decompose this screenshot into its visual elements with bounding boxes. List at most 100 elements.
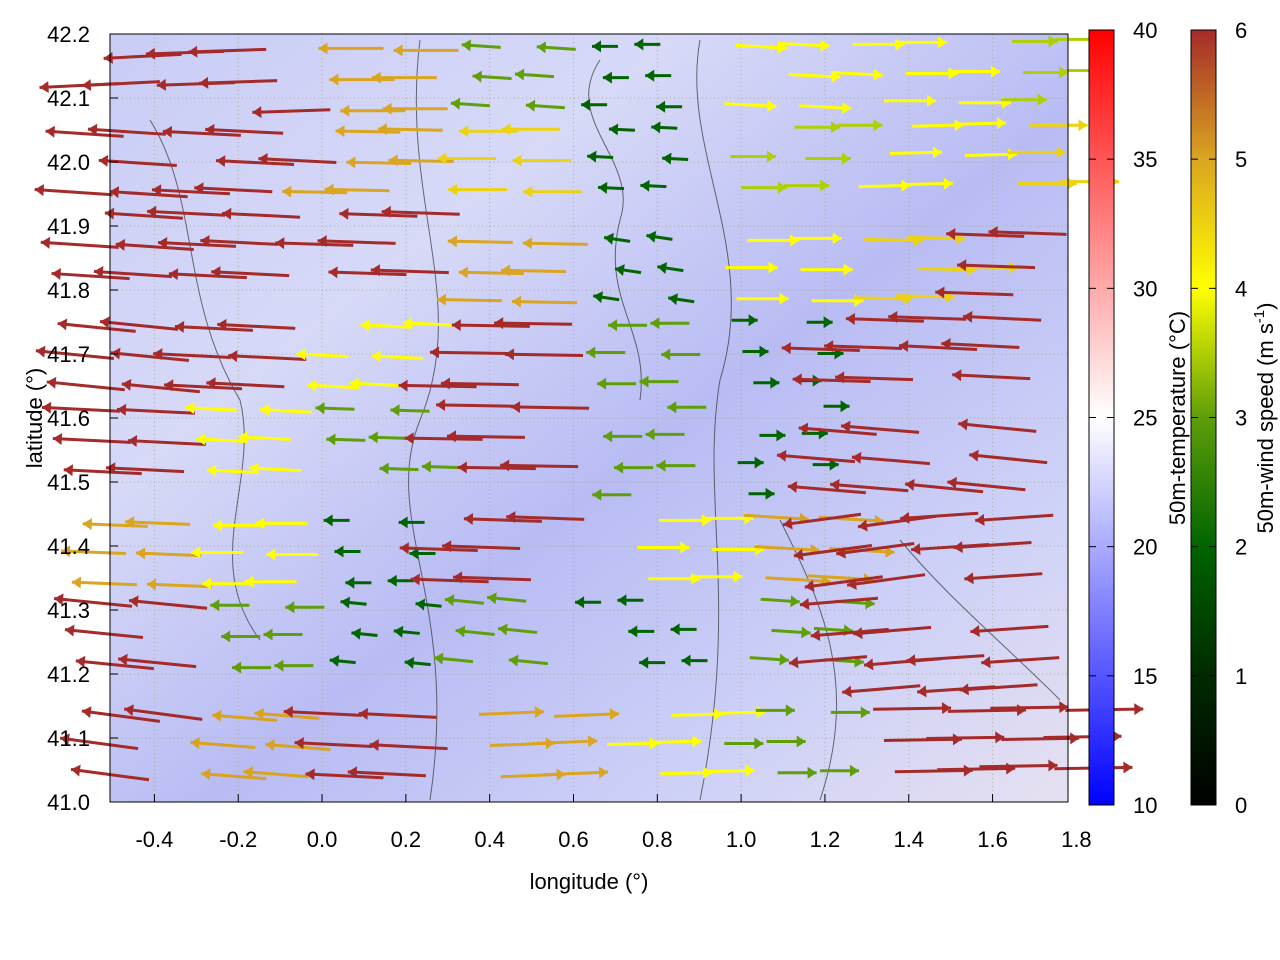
wind-vector-shaft bbox=[103, 52, 182, 60]
wind-vector-arrow bbox=[639, 375, 679, 388]
wind-vector-shaft bbox=[211, 713, 278, 722]
y-tick-label: 42.1 bbox=[47, 86, 90, 111]
wind-vector-arrow bbox=[196, 433, 249, 446]
wind-vector-arrow bbox=[128, 595, 208, 610]
wind-vector-head bbox=[1078, 119, 1088, 132]
wind-vector-arrow bbox=[260, 404, 313, 417]
wind-vector-arrow bbox=[990, 701, 1069, 714]
wind-vector-arrow bbox=[830, 68, 883, 81]
x-tick-label: 0.2 bbox=[391, 827, 422, 852]
wind-vectors bbox=[34, 33, 1144, 782]
wind-vector-shaft bbox=[754, 545, 820, 552]
wind-vector-head bbox=[913, 234, 924, 247]
wind-vector-arrow bbox=[1029, 119, 1088, 132]
wind-vector-head bbox=[843, 263, 853, 276]
wind-vector-head bbox=[779, 653, 789, 666]
wind-vector-arrow bbox=[864, 234, 924, 247]
wind-vector-head bbox=[885, 545, 895, 558]
wind-vector-arrow bbox=[957, 259, 1036, 272]
wind-label-main: 50m-wind speed (m s bbox=[1253, 323, 1278, 533]
wind-vector-arrow bbox=[53, 593, 133, 608]
wind-vector-shaft bbox=[358, 711, 437, 719]
wind-vector-arrow bbox=[511, 295, 577, 308]
wind-vector-arrow bbox=[433, 652, 474, 665]
wind-vector-head bbox=[326, 433, 336, 446]
wind-vector-arrow bbox=[900, 511, 979, 524]
wind-vector-arrow bbox=[805, 152, 851, 165]
wind-vector-head bbox=[124, 704, 134, 717]
wind-vector-arrow bbox=[753, 376, 780, 389]
wind-vector-head bbox=[790, 234, 800, 247]
wind-vector-head bbox=[147, 205, 157, 218]
wind-vector-arrow bbox=[1022, 66, 1069, 79]
wind-vector-shaft bbox=[283, 709, 362, 717]
wind-vector-head bbox=[328, 266, 338, 279]
wind-vector-head bbox=[831, 121, 841, 134]
wind-vector-arrow bbox=[307, 379, 360, 392]
wind-vector-head bbox=[586, 346, 596, 359]
wind-vector-head bbox=[597, 377, 607, 390]
wind-vector-arrow bbox=[602, 71, 629, 84]
wind-vector-shaft bbox=[979, 763, 1058, 769]
wind-vector-head bbox=[421, 460, 432, 473]
wind-colorbar-ticks: 0 1 2 3 4 5 6 bbox=[1191, 18, 1247, 818]
wind-vector-head bbox=[1112, 730, 1122, 743]
wind-vector-shaft bbox=[335, 129, 401, 134]
wind-vector-head bbox=[831, 70, 841, 83]
wind-vector-shaft bbox=[522, 241, 588, 246]
wind-vector-arrow bbox=[45, 125, 124, 138]
wind-vector-arrow bbox=[873, 702, 952, 715]
wind-vector-head bbox=[639, 656, 649, 669]
wind-vector-arrow bbox=[379, 462, 419, 475]
wind-vector-head bbox=[387, 574, 397, 587]
wind-vector-arrow bbox=[804, 575, 883, 592]
wind-vector-head bbox=[221, 630, 231, 643]
wind-vector-head bbox=[691, 572, 701, 585]
wind-vector-arrow bbox=[393, 625, 420, 638]
wind-vector-arrow bbox=[404, 656, 431, 669]
wind-vector-arrow bbox=[135, 547, 202, 560]
wind-label-end: ) bbox=[1253, 303, 1278, 310]
wind-vector-arrow bbox=[760, 595, 800, 608]
wind-vector-head bbox=[785, 704, 795, 717]
wind-vector-head bbox=[263, 628, 273, 641]
wind-vector-shaft bbox=[317, 239, 396, 245]
wind-vector-head bbox=[609, 708, 619, 721]
wind-vector-shaft bbox=[478, 710, 545, 716]
wind-vector-arrow bbox=[845, 312, 924, 325]
wind-vector-arrow bbox=[742, 345, 769, 358]
wind-vector-arrow bbox=[749, 653, 789, 666]
wind-vector-head bbox=[1048, 35, 1058, 48]
wind-vector-shaft bbox=[952, 373, 1031, 381]
wind-vector-shaft bbox=[127, 439, 206, 446]
wind-vector-arrow bbox=[830, 706, 870, 719]
wind-vector-shaft bbox=[506, 515, 585, 521]
wind-vector-shaft bbox=[35, 349, 115, 361]
wind-vector-arrow bbox=[410, 573, 489, 586]
wind-vector-shaft bbox=[128, 598, 208, 610]
wind-vector-arrow bbox=[724, 737, 764, 750]
wind-vector-shaft bbox=[804, 575, 883, 589]
wind-vector-arrow bbox=[894, 764, 973, 777]
wind-vector-arrow bbox=[522, 237, 588, 250]
wind-vector-head bbox=[93, 266, 104, 279]
wind-vector-head bbox=[315, 402, 325, 415]
wind-vector-arrow bbox=[458, 266, 524, 279]
wind-vector-shaft bbox=[75, 659, 154, 671]
wind-vector-head bbox=[556, 768, 566, 781]
wind-vector-shaft bbox=[52, 437, 131, 444]
wind-vector-arrow bbox=[57, 318, 136, 333]
wind-vector-head bbox=[369, 739, 379, 752]
wind-vector-shaft bbox=[853, 296, 913, 301]
wind-vector-arrow bbox=[634, 38, 661, 51]
wind-vector-head bbox=[60, 733, 70, 746]
wind-vector-head bbox=[650, 317, 660, 330]
wind-vector-shaft bbox=[404, 436, 483, 441]
x-tick-label: 0.0 bbox=[307, 827, 338, 852]
wind-vector-head bbox=[995, 731, 1005, 744]
wind-vector-head bbox=[823, 316, 833, 329]
wind-vector-shaft bbox=[900, 511, 979, 520]
wind-vector-shaft bbox=[305, 772, 384, 780]
wind-vector-head bbox=[639, 375, 649, 388]
wind-vector-head bbox=[498, 623, 508, 636]
